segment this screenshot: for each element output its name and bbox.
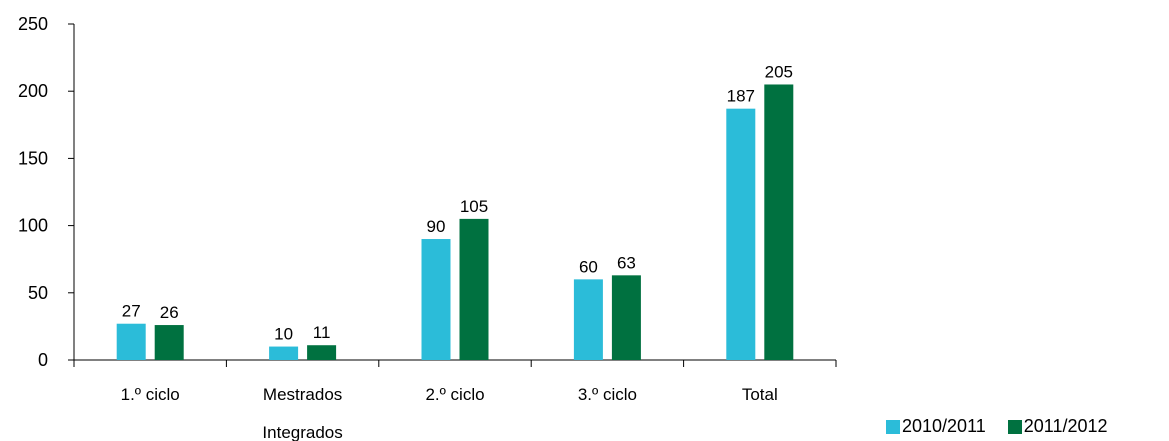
bar-1-2: [269, 346, 299, 360]
x-tick-label: 2.º ciclo: [425, 385, 484, 404]
data-label: 105: [460, 197, 488, 216]
bar-2-1: [154, 325, 184, 360]
data-label: 60: [579, 257, 598, 276]
axes: [68, 23, 837, 367]
legend-label-series-1: 2010/2011: [902, 416, 986, 436]
data-label: 187: [727, 87, 755, 106]
data-label: 26: [160, 303, 179, 322]
legend-swatch-series-2: [1007, 419, 1022, 434]
data-label: 205: [765, 62, 793, 81]
bar-2-5: [764, 84, 794, 360]
y-tick-label: 50: [28, 283, 48, 303]
x-tick-label: 3.º ciclo: [578, 385, 637, 404]
labels: 0 50 100 150 200 250 27 26 1.º ciclo 10 11 Mestrado…: [18, 14, 793, 441]
data-label: 63: [617, 253, 636, 272]
data-label: 27: [122, 302, 141, 321]
bar-1-4: [573, 279, 603, 360]
y-tick-label: 150: [18, 148, 48, 168]
bar-1-5: [726, 108, 756, 360]
y-tick-label: 200: [18, 81, 48, 101]
bar-2-4: [611, 275, 641, 360]
bar-2-3: [459, 218, 489, 360]
x-tick-label: Mestrados Integrados: [262, 385, 342, 441]
data-label: 10: [274, 325, 293, 344]
bar-2-2: [307, 345, 337, 360]
y-tick-label: 100: [18, 216, 48, 236]
bar-1-3: [421, 239, 451, 360]
data-label: 11: [313, 323, 331, 342]
x-tick-label: 1.º ciclo: [121, 385, 180, 404]
legend-label-series-2: 2011/2012: [1023, 416, 1108, 436]
legend-item-series-2: 2011/2012: [1007, 416, 1108, 437]
y-tick-label: 0: [38, 350, 48, 370]
y-tick-label: 250: [18, 14, 48, 34]
data-label: 90: [427, 217, 446, 236]
bar-1-1: [116, 323, 146, 360]
legend-item-series-1: 2010/2011: [886, 416, 986, 437]
legend: 2010/2011 2011/2012: [886, 416, 1108, 437]
bars: [116, 84, 794, 360]
legend-swatch-series-1: [886, 419, 900, 434]
x-tick-label: Total: [742, 385, 778, 404]
